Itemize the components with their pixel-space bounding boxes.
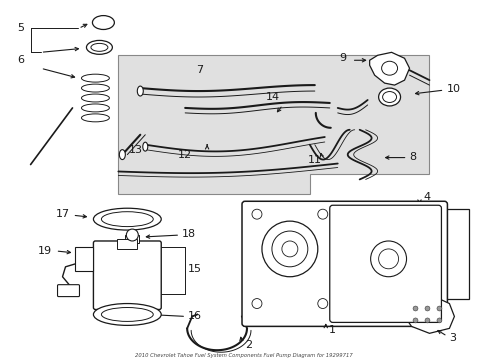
FancyBboxPatch shape	[329, 205, 441, 323]
Text: 8: 8	[408, 152, 416, 162]
Text: 10: 10	[446, 84, 460, 94]
Text: 7: 7	[196, 65, 203, 75]
Bar	[125, 235, 139, 243]
Ellipse shape	[101, 212, 153, 226]
Circle shape	[271, 231, 307, 267]
Bar	[75, 247, 93, 271]
Circle shape	[281, 241, 297, 257]
Circle shape	[251, 209, 262, 219]
Circle shape	[251, 298, 262, 309]
Text: 17: 17	[56, 209, 69, 219]
Bar	[342, 217, 354, 239]
Text: 14: 14	[265, 92, 280, 102]
Bar	[354, 209, 468, 298]
Ellipse shape	[93, 303, 161, 325]
Bar	[342, 267, 354, 289]
Circle shape	[436, 306, 441, 311]
Text: 19: 19	[38, 246, 52, 256]
Circle shape	[424, 306, 429, 311]
Circle shape	[317, 209, 327, 219]
Ellipse shape	[142, 142, 147, 151]
FancyBboxPatch shape	[93, 241, 161, 310]
Ellipse shape	[382, 91, 396, 103]
Text: 5: 5	[18, 23, 24, 33]
Ellipse shape	[93, 208, 161, 230]
Polygon shape	[404, 297, 453, 333]
Ellipse shape	[378, 88, 400, 106]
Circle shape	[317, 298, 327, 309]
Text: 4: 4	[423, 192, 430, 202]
Circle shape	[370, 241, 406, 277]
Text: 9: 9	[339, 53, 346, 63]
Ellipse shape	[91, 44, 108, 51]
Circle shape	[412, 318, 417, 323]
Circle shape	[378, 249, 398, 269]
Circle shape	[436, 318, 441, 323]
Circle shape	[412, 306, 417, 311]
Ellipse shape	[137, 86, 143, 96]
Text: 2: 2	[244, 340, 252, 350]
Text: 3: 3	[448, 333, 455, 343]
Circle shape	[424, 318, 429, 323]
Text: 11: 11	[307, 154, 321, 165]
Bar	[117, 239, 137, 249]
Polygon shape	[369, 52, 408, 85]
Circle shape	[126, 229, 138, 241]
Text: 2010 Chevrolet Tahoe Fuel System Components Fuel Pump Diagram for 19299717: 2010 Chevrolet Tahoe Fuel System Compone…	[135, 353, 352, 358]
FancyBboxPatch shape	[242, 201, 447, 327]
Text: 16: 16	[188, 311, 202, 321]
Ellipse shape	[119, 150, 125, 159]
FancyBboxPatch shape	[58, 285, 80, 297]
Ellipse shape	[86, 40, 112, 54]
Ellipse shape	[381, 61, 397, 75]
Text: 18: 18	[182, 229, 196, 239]
Text: 15: 15	[188, 264, 202, 274]
Text: 6: 6	[18, 55, 24, 65]
Polygon shape	[118, 55, 428, 194]
Ellipse shape	[92, 15, 114, 30]
Circle shape	[262, 221, 317, 277]
Ellipse shape	[101, 307, 153, 321]
Text: 13: 13	[128, 145, 142, 155]
Text: 12: 12	[178, 150, 192, 159]
Text: 1: 1	[328, 325, 335, 336]
